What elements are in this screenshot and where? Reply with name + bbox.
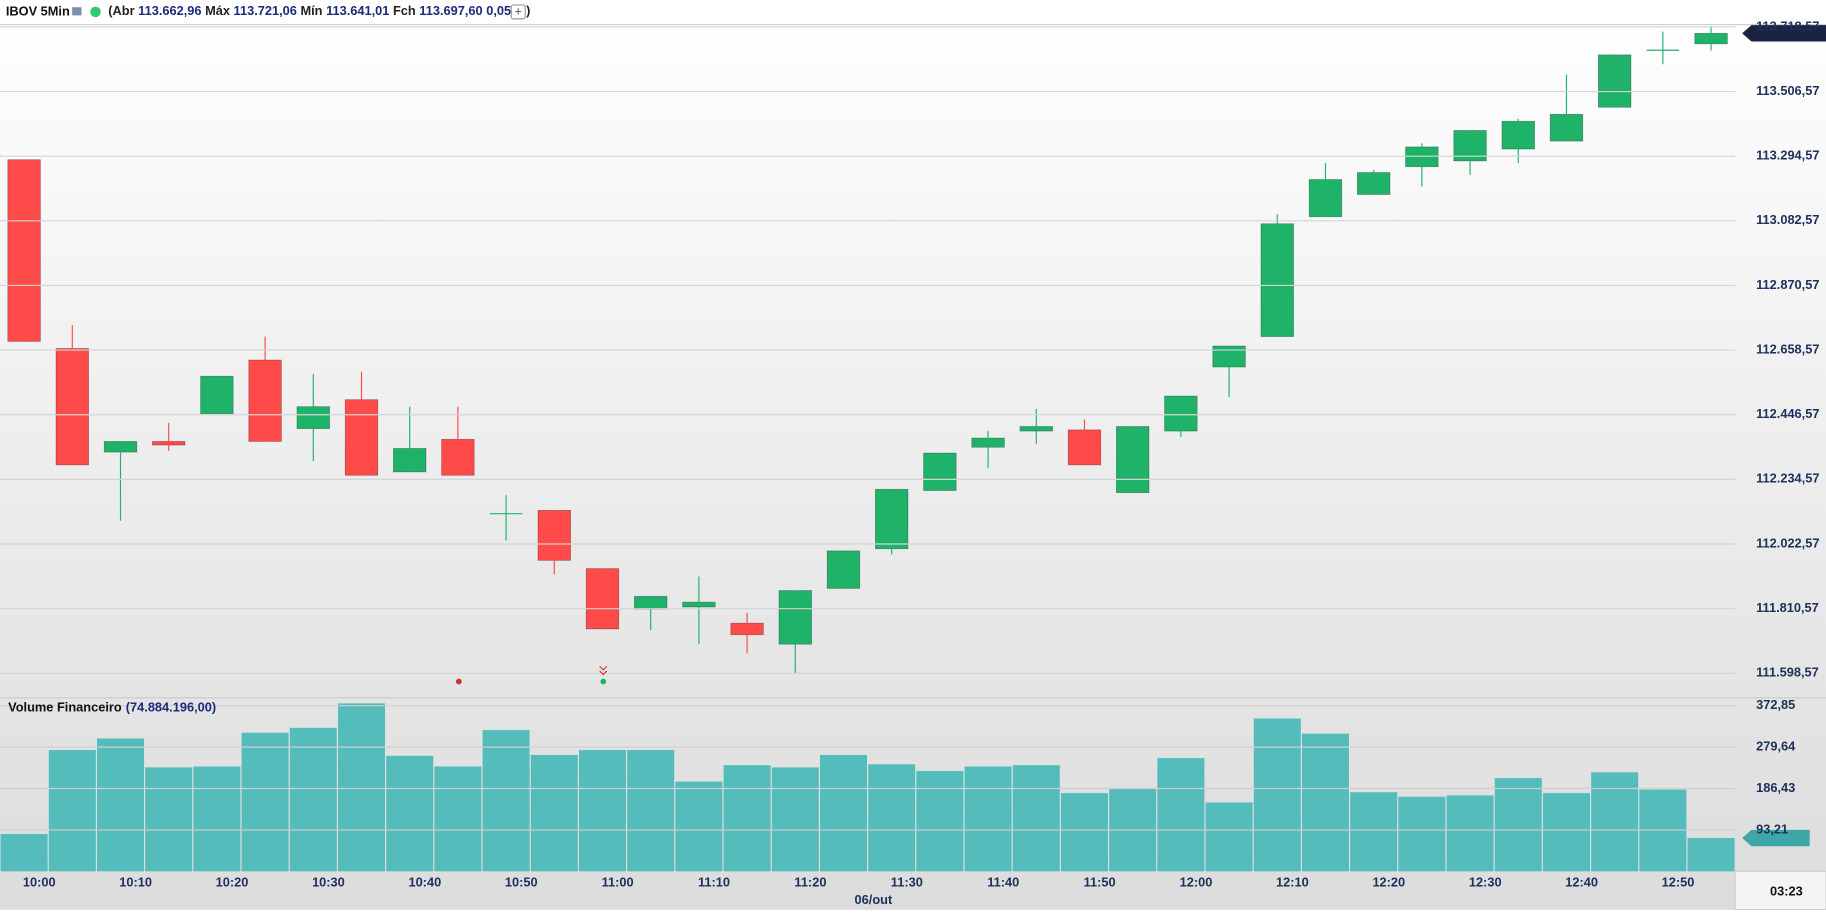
volume-bar [145, 767, 193, 872]
last-price-tag [1742, 25, 1826, 42]
volume-bar [1253, 718, 1301, 872]
x-tick-label: 11:50 [1084, 874, 1116, 889]
volume-title: Volume Financeiro [8, 700, 122, 715]
volume-bar [1060, 793, 1108, 872]
y-tick-label: 186,43 [1756, 780, 1795, 795]
last-volume-tag [1742, 829, 1810, 847]
x-tick-label: 12:20 [1372, 874, 1405, 889]
volume-bar [1205, 802, 1253, 872]
y-tick-label: 113.718,57 [1756, 18, 1819, 33]
y-tick-label: 93,21 [1756, 821, 1788, 836]
label: (Abr [108, 3, 134, 18]
symbol: IBOV 5Min [6, 3, 70, 18]
x-tick-label: 10:40 [408, 874, 441, 889]
volume-bar [1494, 778, 1542, 872]
volume-bar [386, 755, 434, 872]
y-tick-label: 111.810,57 [1756, 600, 1819, 615]
y-tick-label: 372,85 [1756, 697, 1795, 712]
volume-bar [819, 754, 868, 872]
y-tick-label: 112.870,57 [1756, 277, 1819, 292]
volume-bar [48, 750, 96, 872]
y-tick-label: 113.082,57 [1756, 212, 1819, 227]
volume-bar [578, 750, 627, 872]
volume-bar [193, 766, 241, 872]
value: 113.641,01 [326, 3, 389, 18]
x-tick-label: 10:10 [119, 874, 152, 889]
status-dot [90, 6, 101, 18]
y-tick-label: 112.446,57 [1756, 406, 1819, 421]
x-tick-label: 11:10 [698, 874, 730, 889]
volume-bar [289, 727, 337, 872]
signal-dot [600, 678, 607, 685]
volume-bar [916, 770, 964, 872]
label: Mín [300, 3, 322, 18]
volume-bar [1012, 765, 1060, 872]
x-tick-label: 11:30 [891, 874, 923, 889]
y-tick-label: 113.506,57 [1756, 83, 1819, 98]
clock: 03:23 [1770, 884, 1803, 899]
label: Máx [205, 3, 231, 18]
x-tick-label: 11:20 [794, 874, 826, 889]
volume-bar [723, 765, 771, 872]
ohlc: (Abr 113.662,96 Máx 113.721,06 Mín 113.6… [108, 3, 530, 18]
label: Fch [393, 3, 416, 18]
header-bar [0, 0, 1826, 25]
add-button-icon[interactable]: + [514, 3, 521, 18]
signal-chevron [599, 665, 608, 676]
label: ) [526, 3, 530, 18]
x-tick-label: 10:50 [505, 874, 538, 889]
volume-bar [434, 766, 482, 872]
volume-bar [1398, 796, 1446, 872]
volume-bar [868, 764, 916, 872]
volume-total: (74.884.196,00) [126, 700, 216, 715]
x-tick-label: 12:30 [1469, 874, 1502, 889]
icon [72, 7, 82, 16]
volume-bar [1542, 793, 1590, 872]
volume-bar [1446, 795, 1494, 872]
volume-bar [675, 781, 723, 872]
x-tick-label: 12:10 [1276, 874, 1309, 889]
x-tick-label: 11:40 [987, 874, 1019, 889]
x-tick-label: 11:00 [602, 874, 634, 889]
volume-bar [627, 750, 675, 872]
x-axis-label: 06/out [855, 892, 893, 907]
y-tick-label: 112.658,57 [1756, 341, 1819, 356]
signal-dot [455, 678, 462, 685]
volume-bar [530, 754, 578, 872]
x-tick-label: 12:00 [1180, 874, 1213, 889]
y-tick-label: 112.234,57 [1756, 471, 1819, 486]
volume-bar [0, 834, 48, 872]
x-tick-label: 10:30 [312, 874, 345, 889]
value: 113.662,96 [138, 3, 201, 18]
volume-bar [1301, 733, 1349, 872]
value: 113.721,06 [234, 3, 297, 18]
y-tick-label: 112.022,57 [1756, 535, 1819, 550]
volume-bar [964, 766, 1012, 872]
volume-bar [482, 730, 530, 872]
add-button[interactable] [510, 4, 526, 20]
x-tick-label: 10:20 [216, 874, 249, 889]
y-tick-label: 279,64 [1756, 738, 1796, 753]
x-tick-label: 12:50 [1662, 874, 1695, 889]
y-tick-label: 113.294,57 [1756, 148, 1819, 163]
x-tick-label: 12:40 [1565, 874, 1598, 889]
volume-bar [241, 732, 289, 872]
volume-bar [96, 738, 145, 872]
volume-bar [1350, 792, 1398, 872]
volume-bar [1591, 772, 1639, 872]
volume-bar [337, 703, 386, 872]
y-tick-label: 111.598,57 [1756, 665, 1819, 680]
volume-bar [771, 767, 819, 872]
volume-bar [1687, 838, 1735, 872]
value: 113.697,60 [419, 3, 482, 18]
volume-bar [1157, 758, 1205, 872]
x-tick-label: 10:00 [23, 874, 56, 889]
